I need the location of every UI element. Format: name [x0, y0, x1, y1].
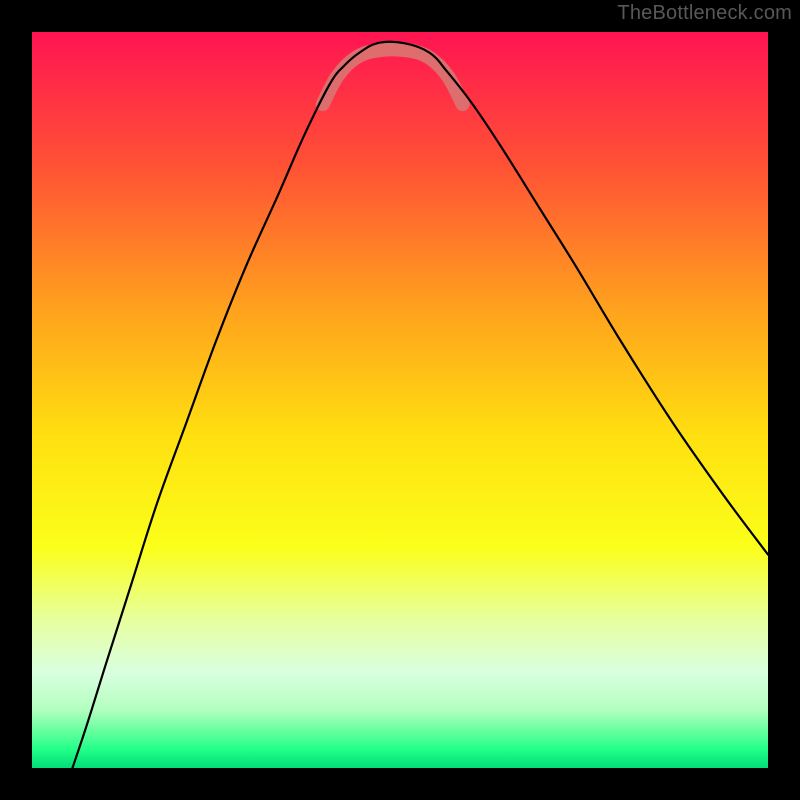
plot-area	[32, 32, 768, 768]
watermark-text: TheBottleneck.com	[617, 2, 792, 25]
curves-svg	[32, 32, 768, 768]
valley-highlight	[323, 49, 463, 104]
bottleneck-v-curve	[72, 42, 768, 768]
